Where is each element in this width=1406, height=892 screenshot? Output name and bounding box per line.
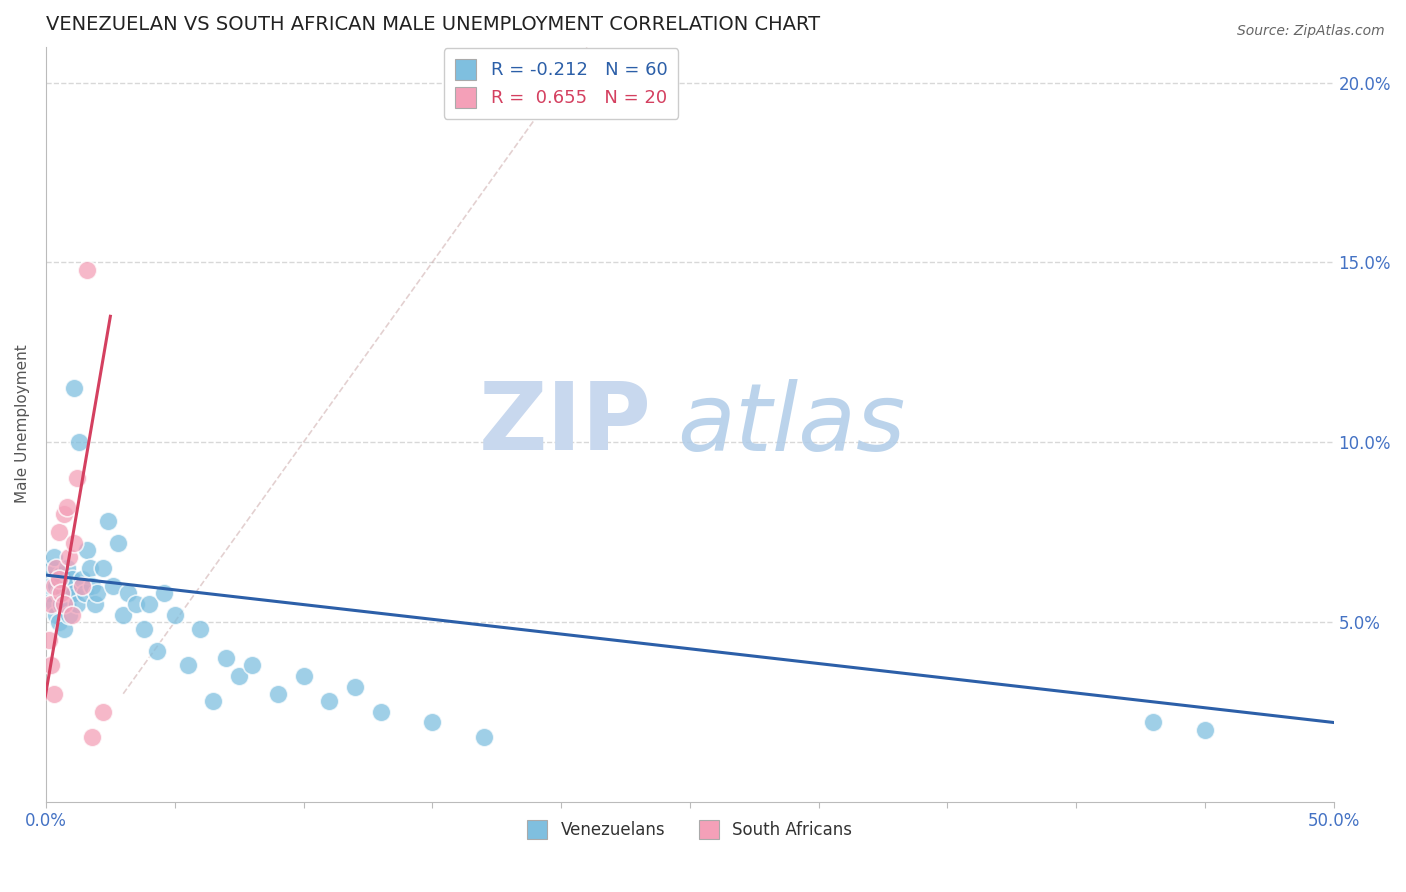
Text: Source: ZipAtlas.com: Source: ZipAtlas.com [1237, 24, 1385, 38]
Point [42, 550, 65, 565]
Point [163, 607, 186, 622]
Point [48, 615, 70, 629]
Point [63, 586, 86, 600]
Point [45, 607, 67, 622]
Point [101, 579, 124, 593]
Point [76, 543, 98, 558]
Point [48, 572, 70, 586]
Point [70, 579, 93, 593]
Point [153, 586, 176, 600]
Point [63, 535, 86, 549]
Point [53, 507, 76, 521]
Point [202, 694, 225, 708]
Point [60, 586, 83, 600]
Point [42, 579, 65, 593]
Point [267, 687, 290, 701]
Point [117, 586, 139, 600]
Point [190, 622, 212, 636]
Point [240, 657, 263, 672]
Point [138, 597, 160, 611]
Point [66, 471, 89, 485]
Point [53, 622, 76, 636]
Point [51, 597, 73, 611]
Point [76, 262, 98, 277]
Point [318, 694, 340, 708]
Point [60, 572, 83, 586]
Point [91, 705, 114, 719]
Point [58, 550, 80, 565]
Point [55, 597, 77, 611]
Point [70, 572, 93, 586]
Point [51, 586, 73, 600]
Text: ZIP: ZIP [478, 378, 651, 470]
Point [38, 632, 60, 647]
Point [58, 579, 80, 593]
Point [370, 705, 392, 719]
Point [39, 657, 62, 672]
Point [125, 597, 148, 611]
Point [48, 524, 70, 539]
Point [82, 579, 104, 593]
Point [420, 715, 443, 730]
Point [107, 535, 129, 549]
Legend: Venezuelans, South Africans: Venezuelans, South Africans [520, 814, 859, 847]
Point [91, 561, 114, 575]
Point [55, 500, 77, 514]
Point [45, 561, 67, 575]
Point [83, 597, 105, 611]
Point [228, 669, 250, 683]
Point [48, 572, 70, 586]
Point [82, 730, 104, 744]
Point [112, 607, 135, 622]
Point [42, 687, 65, 701]
Point [38, 572, 60, 586]
Point [55, 579, 77, 593]
Point [1194, 723, 1216, 737]
Point [48, 586, 70, 600]
Point [1142, 715, 1164, 730]
Point [343, 680, 366, 694]
Point [58, 607, 80, 622]
Point [215, 650, 238, 665]
Point [69, 435, 91, 450]
Point [53, 597, 76, 611]
Y-axis label: Male Unemployment: Male Unemployment [15, 344, 30, 503]
Point [86, 586, 108, 600]
Point [176, 657, 198, 672]
Point [63, 381, 86, 395]
Point [42, 597, 65, 611]
Point [132, 622, 155, 636]
Point [39, 561, 62, 575]
Point [53, 586, 76, 600]
Point [51, 568, 73, 582]
Point [55, 561, 77, 575]
Point [45, 579, 67, 593]
Point [79, 561, 101, 575]
Point [145, 643, 167, 657]
Point [60, 607, 83, 622]
Point [73, 586, 96, 600]
Text: atlas: atlas [676, 378, 905, 469]
Point [66, 597, 89, 611]
Text: VENEZUELAN VS SOUTH AFRICAN MALE UNEMPLOYMENT CORRELATION CHART: VENEZUELAN VS SOUTH AFRICAN MALE UNEMPLO… [46, 15, 820, 34]
Point [292, 669, 315, 683]
Point [39, 597, 62, 611]
Point [38, 586, 60, 600]
Point [472, 730, 495, 744]
Point [97, 514, 120, 528]
Point [39, 579, 62, 593]
